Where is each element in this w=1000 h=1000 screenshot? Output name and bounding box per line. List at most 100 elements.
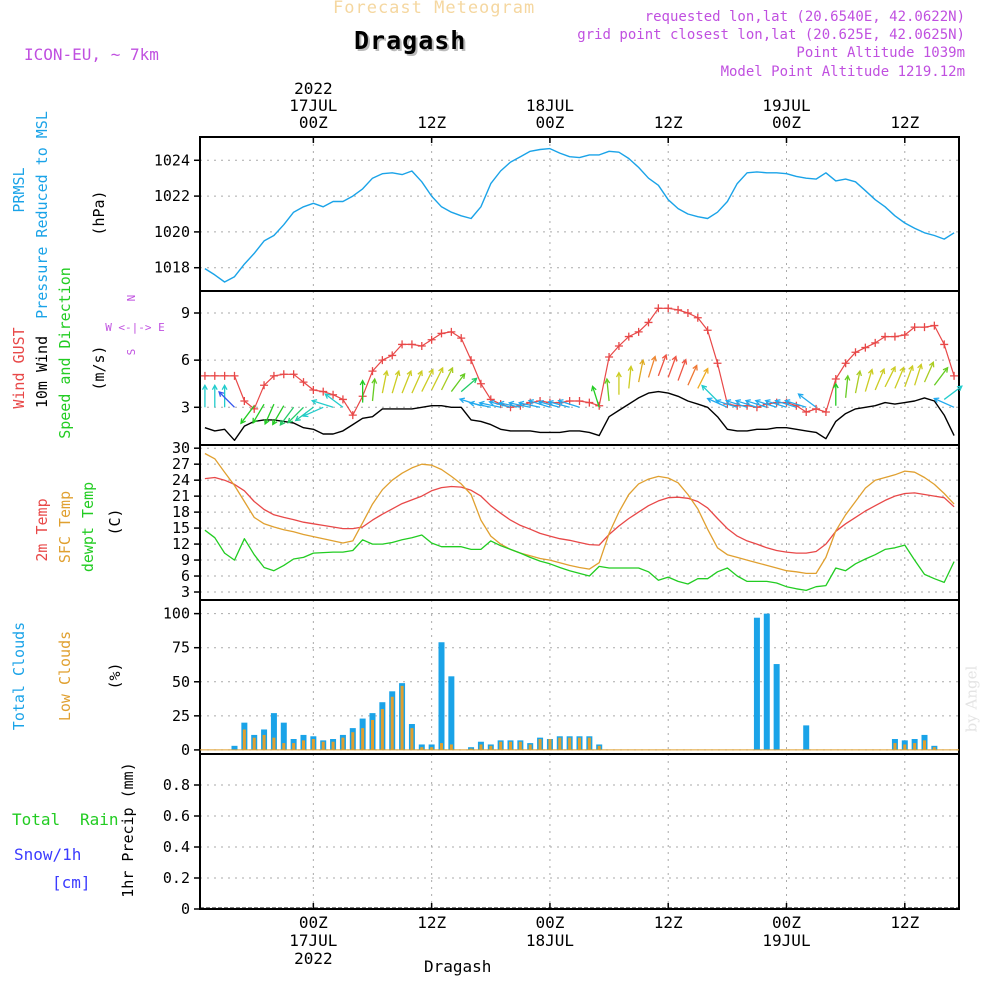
wind-arrow xyxy=(450,373,466,392)
low-clouds-bar xyxy=(479,744,483,750)
low-clouds-bar xyxy=(499,741,503,750)
low-clouds-bar xyxy=(410,728,414,750)
wind-arrow xyxy=(287,406,304,424)
wind-gust-marker xyxy=(269,371,278,380)
legend-total: Total xyxy=(12,810,60,829)
wind-gust-marker xyxy=(329,390,338,399)
wind-arrow xyxy=(735,400,758,408)
low-clouds-bar xyxy=(390,696,394,750)
wind-arrow-head xyxy=(651,355,657,362)
ylabel-low-clouds: Low Clouds xyxy=(56,631,74,721)
ylabel-hpa: (hPa) xyxy=(90,190,108,235)
wind-gust-marker xyxy=(575,397,584,405)
legend-snow: Snow/1h xyxy=(14,845,81,864)
ytick-label-temperature: 18 xyxy=(172,503,190,521)
wind-arrow xyxy=(628,366,632,389)
wind-arrow xyxy=(401,370,412,394)
wind-arrow xyxy=(460,377,478,393)
wind-gust-marker xyxy=(585,398,594,407)
ylabel-total-clouds: Total Clouds xyxy=(10,622,28,730)
wind-arrow-head xyxy=(371,377,378,384)
low-clouds-bar xyxy=(361,728,365,750)
ytick-label-temperature: 15 xyxy=(172,519,190,537)
time-label-top: 17JUL xyxy=(289,96,337,115)
ytick-label-temperature: 9 xyxy=(181,551,190,569)
ylabel-pressure: Pressure Reduced to MSL xyxy=(33,111,51,319)
ytick-label-temperature: 12 xyxy=(172,535,190,553)
model-point-altitude: Model Point Altitude 1219.12m xyxy=(720,64,965,80)
wind-arrow-head xyxy=(879,367,886,375)
wind-arrow-head xyxy=(734,399,742,405)
wind-arrow-head xyxy=(517,400,525,407)
wind-arrow-head xyxy=(724,399,732,405)
time-label-top: 19JUL xyxy=(762,96,810,115)
wind-arrow xyxy=(479,402,501,408)
low-clouds-bar xyxy=(509,741,512,750)
wind-gust-marker xyxy=(644,318,653,327)
wind-arrow xyxy=(874,368,885,391)
wind-arrow xyxy=(755,400,777,408)
low-clouds-bar xyxy=(400,685,404,750)
wind-gust-marker xyxy=(260,381,269,390)
low-clouds-bar xyxy=(568,737,572,750)
low-clouds-bar xyxy=(597,745,601,750)
time-label-bottom: 00Z xyxy=(535,913,564,932)
wind-gust-marker xyxy=(289,370,298,379)
wind-arrow-head xyxy=(438,366,444,374)
wind-gust-marker xyxy=(654,304,663,313)
wind-gust-marker xyxy=(457,334,466,343)
total-clouds-bar xyxy=(448,676,455,750)
low-clouds-bar xyxy=(341,737,345,750)
wind-arrow xyxy=(591,386,600,408)
ytick-label-precip: 0.6 xyxy=(163,807,190,825)
wind-arrow-head xyxy=(458,397,466,404)
wind-gust-marker xyxy=(388,351,397,360)
wind-arrow xyxy=(701,385,718,402)
wind-gust-marker xyxy=(674,305,683,314)
wind-arrow xyxy=(421,369,434,392)
time-label-bottom: 18JUL xyxy=(526,931,574,950)
wind-gust-marker xyxy=(348,411,357,420)
ytick-label-precip: 0.8 xyxy=(163,776,190,794)
time-label-top: 12Z xyxy=(654,113,683,132)
wind-arrow-head xyxy=(406,369,413,377)
wind-arrow-head xyxy=(797,393,804,399)
wind-arrow-head xyxy=(428,368,434,375)
wind-arrow-head xyxy=(507,400,515,407)
wind-arrow-head xyxy=(252,417,258,424)
ytick-label-temperature: 3 xyxy=(181,583,190,601)
ytick-label-pressure: 1018 xyxy=(154,259,190,277)
wind-gust-marker xyxy=(398,340,407,349)
wind-arrow xyxy=(798,393,817,408)
wind-arrow-head xyxy=(615,371,622,378)
wind-arrow xyxy=(606,378,610,402)
low-clouds-bar xyxy=(903,744,907,750)
low-clouds-bar xyxy=(518,741,522,750)
wind-arrow-head xyxy=(498,400,505,407)
low-clouds-bar xyxy=(548,739,552,750)
ylabel-prmsl: PRMSL xyxy=(10,167,28,212)
wind-gust-marker xyxy=(309,386,318,394)
wind-arrow-head xyxy=(703,367,709,374)
wind-gust-marker xyxy=(881,332,890,341)
compass-s: S xyxy=(125,349,138,356)
wind-gust-marker xyxy=(614,342,623,350)
wind-gust-marker xyxy=(467,356,476,365)
wind-arrow xyxy=(775,400,797,408)
wind-arrow xyxy=(657,354,667,377)
wind-arrow xyxy=(528,400,551,408)
wind-arrow-head xyxy=(211,383,218,391)
point-altitude: Point Altitude 1039m xyxy=(796,45,965,61)
compass-n: N xyxy=(125,295,138,302)
wind-arrow-head xyxy=(294,415,301,422)
wind-arrow-head xyxy=(302,411,309,418)
low-clouds-bar xyxy=(923,740,926,750)
requested-coords: requested lon,lat (20.6540E, 42.0622N) xyxy=(644,9,965,25)
ytick-label-clouds: 50 xyxy=(172,673,190,691)
wind-gust-marker xyxy=(802,408,811,416)
wind-arrow xyxy=(785,400,807,408)
low-clouds-bar xyxy=(351,732,355,750)
low-clouds-bar xyxy=(587,737,591,750)
time-label-top: 00Z xyxy=(299,113,328,132)
